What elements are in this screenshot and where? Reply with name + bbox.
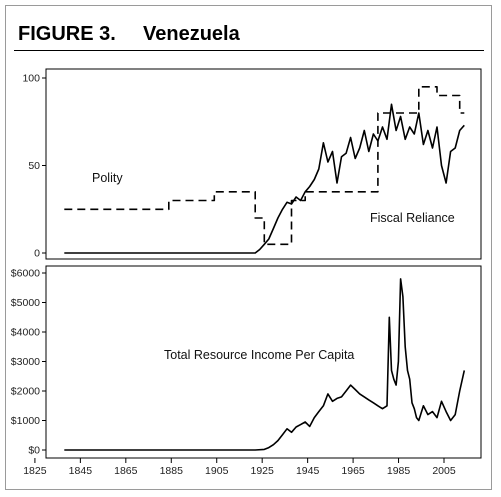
x-tick-label: 1845 — [69, 465, 93, 477]
x-tick-label: 2005 — [432, 465, 456, 477]
series-line-fiscal-reliance — [64, 103, 465, 254]
x-tick-label: 1925 — [251, 465, 275, 477]
series-line-total-resource-income-per-capita — [64, 278, 466, 451]
top-panel-frame — [45, 68, 482, 260]
series-line-polity — [64, 86, 465, 246]
annotation-polity: Polity — [92, 171, 123, 185]
y-tick-label: $0 — [28, 445, 40, 457]
bottom-y-axis: $0 $1000 $2000 $3000 $4000 $5000 $6000 — [11, 268, 46, 457]
figure-title-bar: FIGURE 3. Venezuela — [14, 20, 484, 51]
y-tick-label: 50 — [28, 160, 40, 172]
y-tick-label: $2000 — [11, 386, 40, 398]
y-tick-label: 100 — [22, 73, 40, 85]
figure-country-title: Venezuela — [143, 23, 240, 45]
x-tick-label: 1945 — [296, 465, 320, 477]
y-tick-label: 0 — [34, 248, 40, 260]
bottom-panel-frame — [45, 265, 482, 459]
y-tick-label: $5000 — [11, 297, 40, 309]
x-tick-label: 1905 — [205, 465, 229, 477]
figure-border — [5, 5, 492, 490]
x-tick-label: 1825 — [23, 465, 47, 477]
top-y-axis: 0 50 100 — [22, 73, 46, 260]
y-tick-label: $4000 — [11, 327, 40, 339]
x-axis: 1825 1845 1865 1885 1905 1925 1945 1965 1985 2005 — [23, 458, 456, 477]
y-tick-label: $1000 — [11, 415, 40, 427]
x-tick-label: 1965 — [341, 465, 365, 477]
x-tick-label: 1865 — [114, 465, 138, 477]
x-tick-label: 1885 — [160, 465, 184, 477]
annotation-total-resource-income: Total Resource Income Per Capita — [164, 348, 354, 362]
y-tick-label: $6000 — [11, 268, 40, 280]
bottom-panel-series — [64, 278, 466, 451]
figure-number: FIGURE 3. — [18, 23, 116, 45]
x-tick-label: 1985 — [387, 465, 411, 477]
y-tick-label: $3000 — [11, 356, 40, 368]
top-panel-series — [64, 86, 465, 254]
annotation-fiscal-reliance: Fiscal Reliance — [370, 211, 455, 225]
